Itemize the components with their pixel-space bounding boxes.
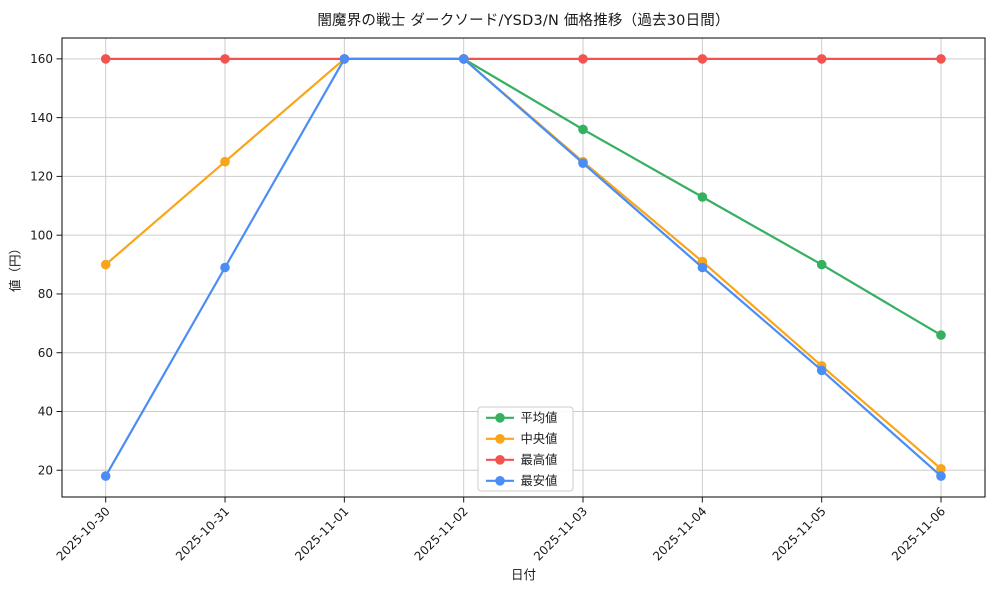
- series-average-point: [816, 259, 827, 270]
- series-median-point: [100, 259, 111, 270]
- legend-swatch-marker: [495, 434, 505, 444]
- series-lowest-point: [458, 54, 469, 64]
- legend-label: 平均値: [521, 410, 558, 425]
- series-lowest-point: [697, 262, 708, 273]
- x-tick-label: 2025-10-31: [173, 504, 232, 563]
- y-tick-label: 160: [30, 52, 53, 66]
- series-average-point: [936, 330, 946, 340]
- series-average-point: [578, 124, 588, 135]
- y-tick-label: 60: [38, 346, 53, 360]
- series-highest-point: [936, 54, 946, 64]
- series-median-point: [220, 156, 230, 167]
- x-tick-label: 2025-10-30: [54, 504, 113, 563]
- y-tick-label: 100: [30, 228, 53, 242]
- series-lowest-point: [339, 54, 350, 64]
- y-tick-label: 80: [38, 287, 53, 301]
- x-tick-label: 2025-11-02: [412, 504, 471, 563]
- x-tick-label: 2025-11-04: [650, 504, 709, 563]
- x-tick-label: 2025-11-05: [770, 504, 829, 563]
- series-lowest-point: [100, 471, 111, 481]
- legend-label: 最高値: [521, 452, 558, 467]
- legend-swatch-marker: [495, 413, 505, 423]
- legend-swatch-marker: [495, 476, 505, 486]
- series-average-point: [697, 192, 708, 202]
- legend-swatch-marker: [495, 455, 505, 465]
- y-tick-label: 40: [38, 405, 53, 419]
- legend-label: 最安値: [521, 473, 558, 488]
- legend-label: 中央値: [521, 431, 558, 446]
- series-highest-point: [816, 54, 827, 64]
- y-tick-label: 120: [30, 170, 53, 184]
- series-lowest-point: [936, 471, 946, 481]
- y-tick-label: 140: [30, 111, 53, 125]
- series-highest-point: [220, 54, 230, 64]
- x-tick-label: 2025-11-06: [889, 504, 948, 563]
- series-lowest-point: [578, 158, 588, 168]
- series-lowest-point: [816, 365, 827, 376]
- x-tick-label: 2025-11-03: [531, 504, 590, 563]
- series-median-point: [936, 464, 946, 474]
- series-lowest-line: [104, 57, 943, 478]
- plot-border: [61, 37, 986, 498]
- series-highest-point: [697, 54, 708, 64]
- legend-box: [477, 406, 574, 492]
- x-tick-label: 2025-11-01: [292, 504, 351, 563]
- series-highest-point: [100, 54, 111, 64]
- x-axis-label: 日付: [510, 567, 536, 582]
- series-lowest-point: [220, 262, 230, 273]
- series-highest-point: [578, 54, 588, 64]
- y-tick-label: 20: [38, 463, 53, 477]
- chart-title: 闇魔界の戦士 ダークソード/YSD3/N 価格推移（過去30日間）: [317, 13, 730, 29]
